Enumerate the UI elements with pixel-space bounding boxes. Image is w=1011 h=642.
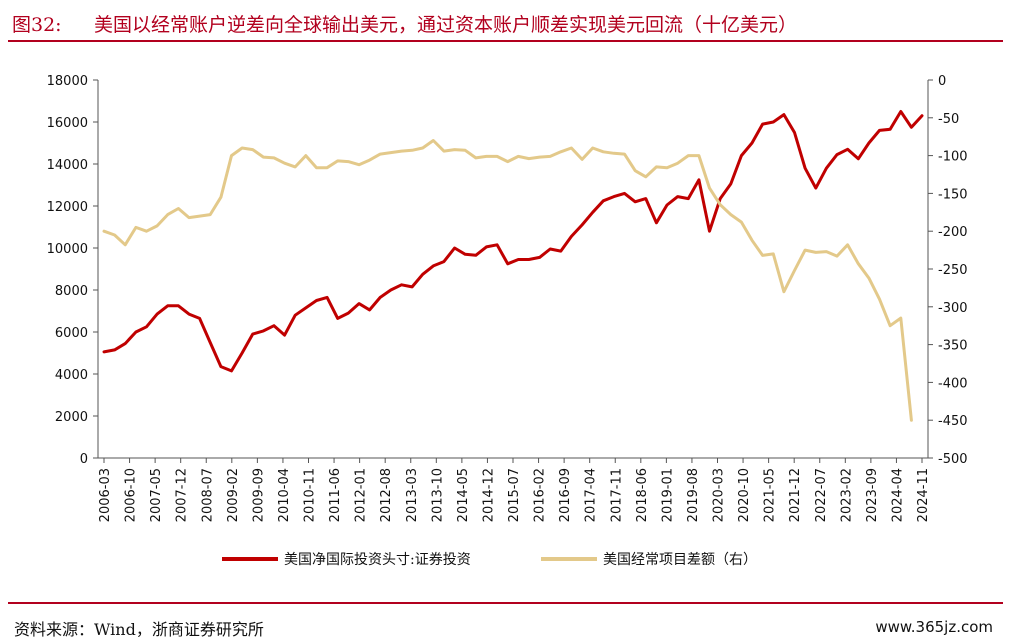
x-tick-label: 2020-03	[712, 468, 727, 522]
source-note: 资料来源：Wind，浙商证券研究所	[14, 620, 264, 639]
right-tick-label: -400	[938, 376, 968, 391]
left-tick-label: 4000	[55, 368, 88, 383]
left-tick-label: 8000	[55, 284, 88, 299]
x-tick-label: 2006-03	[98, 468, 113, 522]
legend-swatch-series1	[222, 557, 278, 561]
right-tick-label: -350	[938, 339, 968, 354]
dual-axis-line-chart: 0 2000 4000 6000 8000 10000 12000 14000 16000 180…	[47, 74, 968, 522]
legend-swatch-series2	[541, 557, 597, 561]
x-tick-label: 2007-12	[175, 468, 190, 522]
x-tick-label: 2012-01	[354, 468, 369, 522]
right-tick-label: -250	[938, 263, 968, 278]
right-tick-label: -300	[938, 301, 968, 316]
x-tick-label: 2014-05	[456, 468, 471, 522]
x-tick-label: 2010-11	[303, 468, 318, 522]
x-tick-label: 2021-05	[763, 468, 778, 522]
x-tick-label: 2006-10	[124, 468, 139, 522]
left-tick-label: 0	[80, 452, 88, 467]
title-bar: 图32: 美国以经常账户逆差向全球输出美元，通过资本账户顺差实现美元回流（十亿美…	[8, 6, 1003, 42]
figure-label: 图32:	[12, 14, 62, 36]
series-line-1	[102, 110, 924, 373]
x-tick-label: 2023-02	[839, 468, 854, 522]
x-tick-label: 2017-11	[609, 468, 624, 522]
x-tick-label: 2019-08	[686, 468, 701, 522]
right-tick-label: -50	[938, 112, 959, 127]
left-tick-label: 6000	[55, 326, 88, 341]
left-tick-label: 16000	[47, 116, 88, 131]
x-tick-label: 2009-09	[251, 468, 266, 522]
x-tick-label: 2014-12	[481, 468, 496, 522]
legend-label-series2: 美国经常项目差额（右）	[603, 552, 757, 568]
left-tick-label: 18000	[47, 74, 88, 89]
x-tick-label: 2018-06	[635, 468, 650, 522]
x-tick-label: 2008-07	[200, 468, 215, 522]
right-tick-label: -450	[938, 414, 968, 429]
x-axis: 2006-03 2006-10 2007-05 2007-12 2008-07 2009-…	[98, 457, 931, 522]
x-tick-label: 2024-11	[916, 468, 931, 522]
x-tick-label: 2013-10	[430, 468, 445, 522]
legend-item-series1: 美国净国际投资头寸:证券投资	[222, 548, 471, 570]
right-tick-label: 0	[938, 74, 946, 89]
x-tick-label: 2011-06	[328, 468, 343, 522]
left-axis: 0 2000 4000 6000 8000 10000 12000 14000 16000 180…	[47, 74, 99, 467]
right-tick-label: -100	[938, 150, 968, 165]
series-line-2	[102, 139, 913, 422]
x-tick-label: 2007-05	[149, 468, 164, 522]
watermark: www.365jz.com	[875, 618, 993, 636]
x-tick-label: 2016-09	[558, 468, 573, 522]
right-axis: 0 -50 -100 -150 -200 -250 -300 -350 -400 -450 -500	[927, 74, 968, 467]
x-tick-label: 2013-03	[405, 468, 420, 522]
x-tick-label: 2010-04	[277, 468, 292, 522]
x-tick-label: 2020-10	[737, 468, 752, 522]
x-tick-label: 2019-01	[660, 468, 675, 522]
x-tick-label: 2012-08	[379, 468, 394, 522]
legend-item-series2: 美国经常项目差额（右）	[541, 548, 757, 570]
x-tick-label: 2022-07	[814, 468, 829, 522]
left-tick-label: 2000	[55, 410, 88, 425]
right-tick-label: -150	[938, 187, 968, 202]
source-bar: 资料来源：Wind，浙商证券研究所 www.365jz.com	[8, 602, 1003, 639]
left-tick-label: 14000	[47, 158, 88, 173]
x-tick-label: 2017-04	[584, 468, 599, 522]
left-tick-label: 10000	[47, 242, 88, 257]
left-tick-label: 12000	[47, 200, 88, 215]
right-tick-label: -200	[938, 225, 968, 240]
x-tick-label: 2015-07	[507, 468, 522, 522]
x-tick-label: 2024-04	[890, 468, 905, 522]
right-tick-label: -500	[938, 452, 968, 467]
x-tick-label: 2016-02	[533, 468, 548, 522]
chart-title: 美国以经常账户逆差向全球输出美元，通过资本账户顺差实现美元回流（十亿美元）	[94, 14, 798, 36]
series-layer	[102, 110, 924, 422]
x-tick-label: 2023-09	[865, 468, 880, 522]
x-tick-label: 2021-12	[788, 468, 803, 522]
legend-label-series1: 美国净国际投资头寸:证券投资	[284, 552, 471, 568]
x-tick-label: 2009-02	[226, 468, 241, 522]
